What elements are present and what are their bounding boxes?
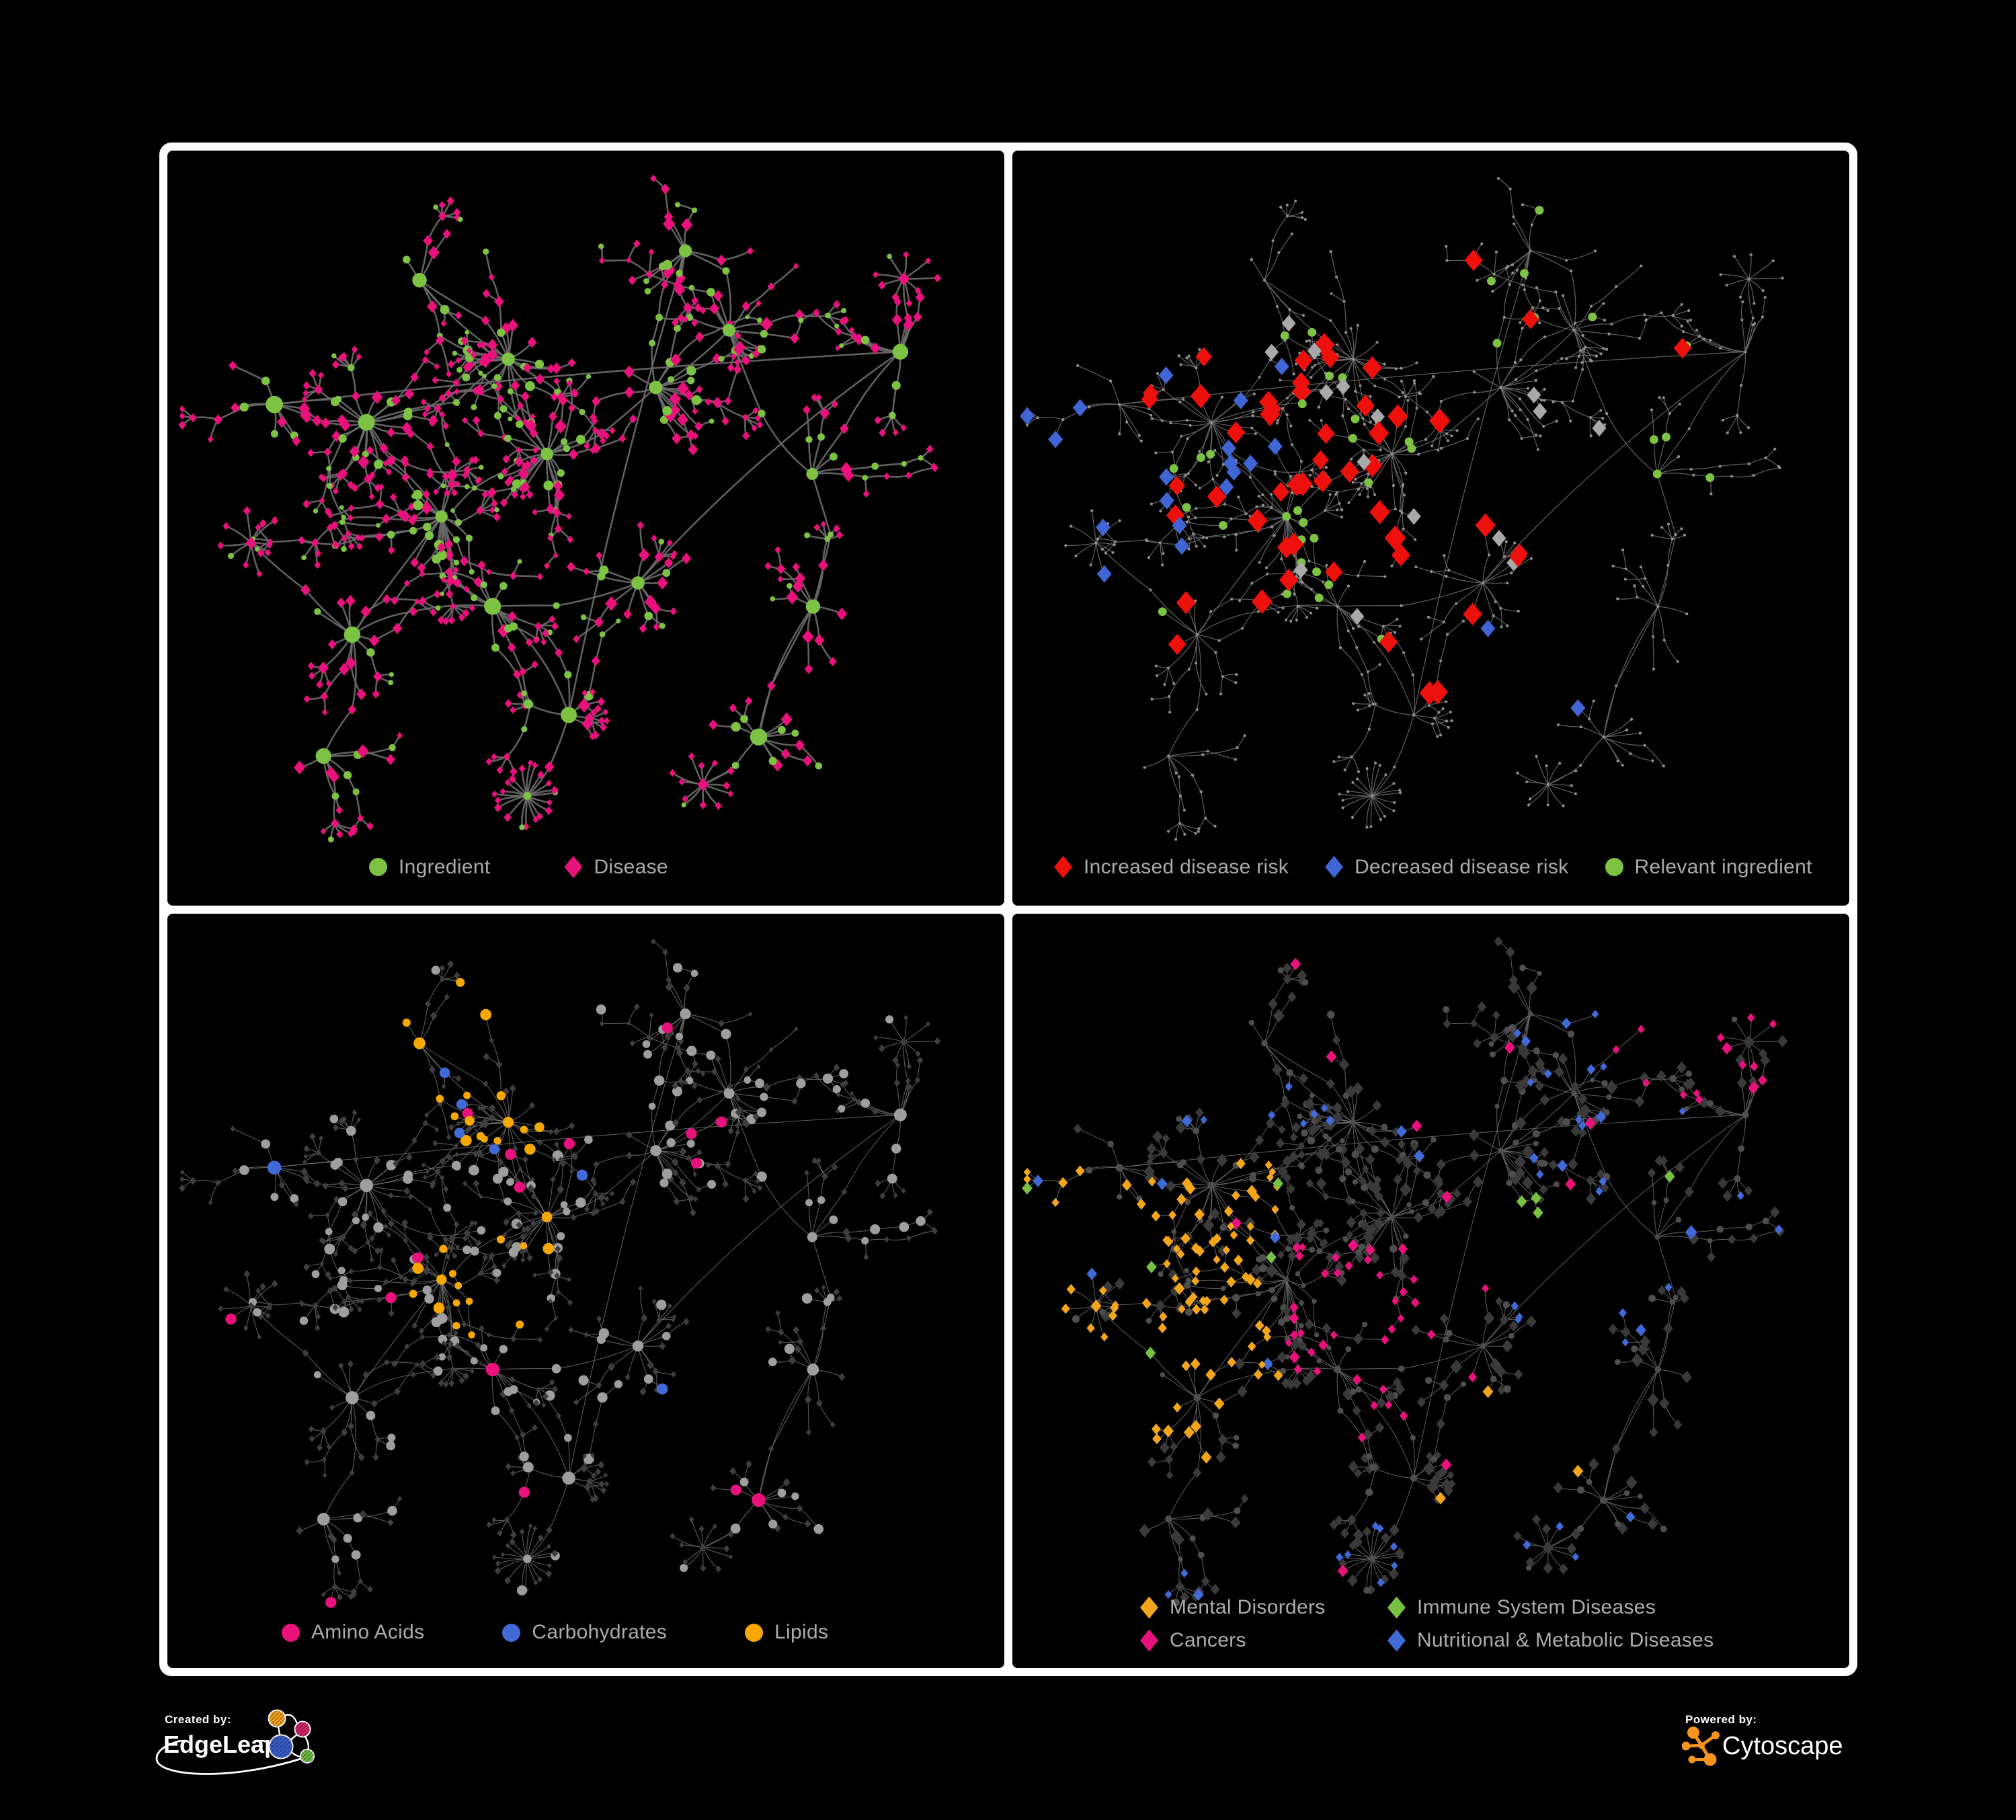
created-by-label: Created by: — [165, 1713, 232, 1726]
legend-ingredient-disease: Ingredient Disease — [369, 856, 668, 879]
legend-item-lipids: Lipids — [745, 1621, 828, 1644]
edgeleap-network-icon — [268, 1709, 315, 1764]
edgeleap-swoosh — [155, 1740, 314, 1775]
legend-item-increased-risk: Increased disease risk — [1054, 856, 1289, 879]
immune-system-diseases-diamond-icon — [1387, 1596, 1406, 1619]
nutritional-metabolic-diseases-diamond-icon — [1387, 1629, 1406, 1652]
legend-item-decreased-risk: Decreased disease risk — [1325, 856, 1568, 879]
legend-label: Amino Acids — [311, 1621, 425, 1643]
ingredient-disease-network-canvas — [178, 174, 942, 842]
edgeleap-logo-text: EdgeLeap — [163, 1731, 280, 1758]
legend-disease-risk: Increased disease risk Decreased disease… — [1054, 856, 1812, 879]
amino-acids-circle-icon — [282, 1623, 300, 1642]
legend-label: Increased disease risk — [1084, 855, 1289, 878]
ingredient-circle-icon — [369, 858, 387, 876]
legend-item-relevant-ingredient: Relevant ingredient — [1605, 856, 1812, 879]
legend-label: Nutritional & Metabolic Diseases — [1417, 1629, 1714, 1651]
increased-risk-diamond-icon — [1054, 856, 1072, 878]
legend-label: Decreased disease risk — [1355, 855, 1569, 878]
legend-label: Cancers — [1170, 1629, 1246, 1651]
panel-ingredient-disease: Ingredient Disease — [167, 151, 1004, 906]
legend-item-nutritional-metabolic-diseases: Nutritional & Metabolic Diseases — [1387, 1629, 1713, 1652]
panel-disease-classes: Mental Disorders Immune System Diseases … — [1012, 913, 1849, 1668]
legend-item-disease: Disease — [564, 856, 668, 879]
legend-label: Immune System Diseases — [1417, 1596, 1656, 1618]
legend-item-amino-acids: Amino Acids — [282, 1621, 424, 1644]
legend-label: Lipids — [774, 1621, 829, 1643]
relevant-ingredient-circle-icon — [1605, 858, 1623, 876]
legend-label: Ingredient — [399, 855, 491, 878]
carbohydrates-circle-icon — [502, 1623, 521, 1642]
cytoscape-logo-text: Cytoscape — [1722, 1732, 1843, 1760]
legend-item-immune-system-diseases: Immune System Diseases — [1387, 1596, 1713, 1619]
legend-item-cancers: Cancers — [1140, 1629, 1387, 1652]
legend-ingredient-classes: Amino Acids Carbohydrates Lipids — [282, 1621, 828, 1644]
cytoscape-icon — [1682, 1727, 1720, 1766]
disease-classes-network-canvas — [1022, 936, 1788, 1606]
legend-label: Relevant ingredient — [1634, 855, 1812, 878]
legend-item-ingredient: Ingredient — [369, 856, 490, 879]
lipids-circle-icon — [745, 1623, 764, 1642]
ingredient-classes-network-canvas — [179, 938, 941, 1608]
legend-label: Disease — [594, 855, 668, 878]
panel-ingredient-classes: Amino Acids Carbohydrates Lipids — [167, 913, 1004, 1668]
cancers-diamond-icon — [1140, 1629, 1158, 1652]
legend-label: Carbohydrates — [532, 1621, 668, 1643]
decreased-risk-diamond-icon — [1325, 856, 1344, 878]
panel-disease-risk: Increased disease risk Decreased disease… — [1012, 151, 1849, 906]
disease-risk-network-canvas — [1020, 177, 1784, 841]
disease-diamond-icon — [564, 856, 583, 878]
four-panel-network-figure: Ingredient Disease Increased disease ris… — [159, 143, 1857, 1676]
legend-item-mental-disorders: Mental Disorders — [1140, 1596, 1387, 1619]
powered-by-label: Powered by: — [1685, 1713, 1757, 1726]
legend-disease-classes: Mental Disorders Immune System Diseases … — [1140, 1596, 1713, 1652]
legend-label: Mental Disorders — [1170, 1596, 1326, 1618]
legend-item-carbohydrates: Carbohydrates — [502, 1621, 667, 1644]
mental-disorders-diamond-icon — [1140, 1596, 1158, 1619]
